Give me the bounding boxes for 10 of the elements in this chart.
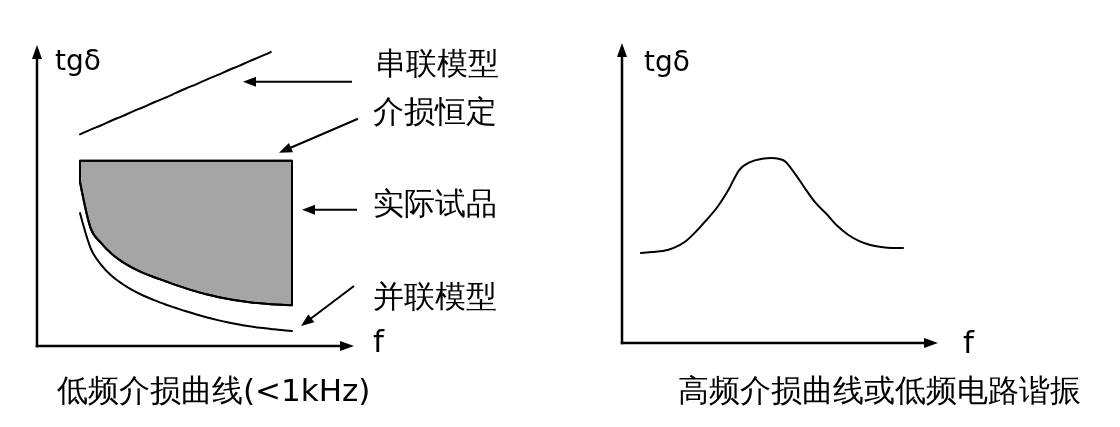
legend-label: 串联模型 bbox=[375, 45, 499, 81]
text: 低频介损曲线(<1kHz) bbox=[57, 372, 371, 408]
x-axis-title: f bbox=[373, 323, 385, 359]
text: 高频介损曲线或低频电路谐振 bbox=[678, 372, 1081, 408]
y-axis-title: tgδ bbox=[55, 44, 101, 77]
text: 介损恒定 bbox=[373, 93, 497, 129]
x-axis-title: f bbox=[963, 324, 975, 360]
legend-label: 实际试品 bbox=[373, 185, 497, 221]
legend-label: 并联模型 bbox=[373, 278, 497, 314]
y-axis-title: tgδ bbox=[644, 45, 690, 78]
